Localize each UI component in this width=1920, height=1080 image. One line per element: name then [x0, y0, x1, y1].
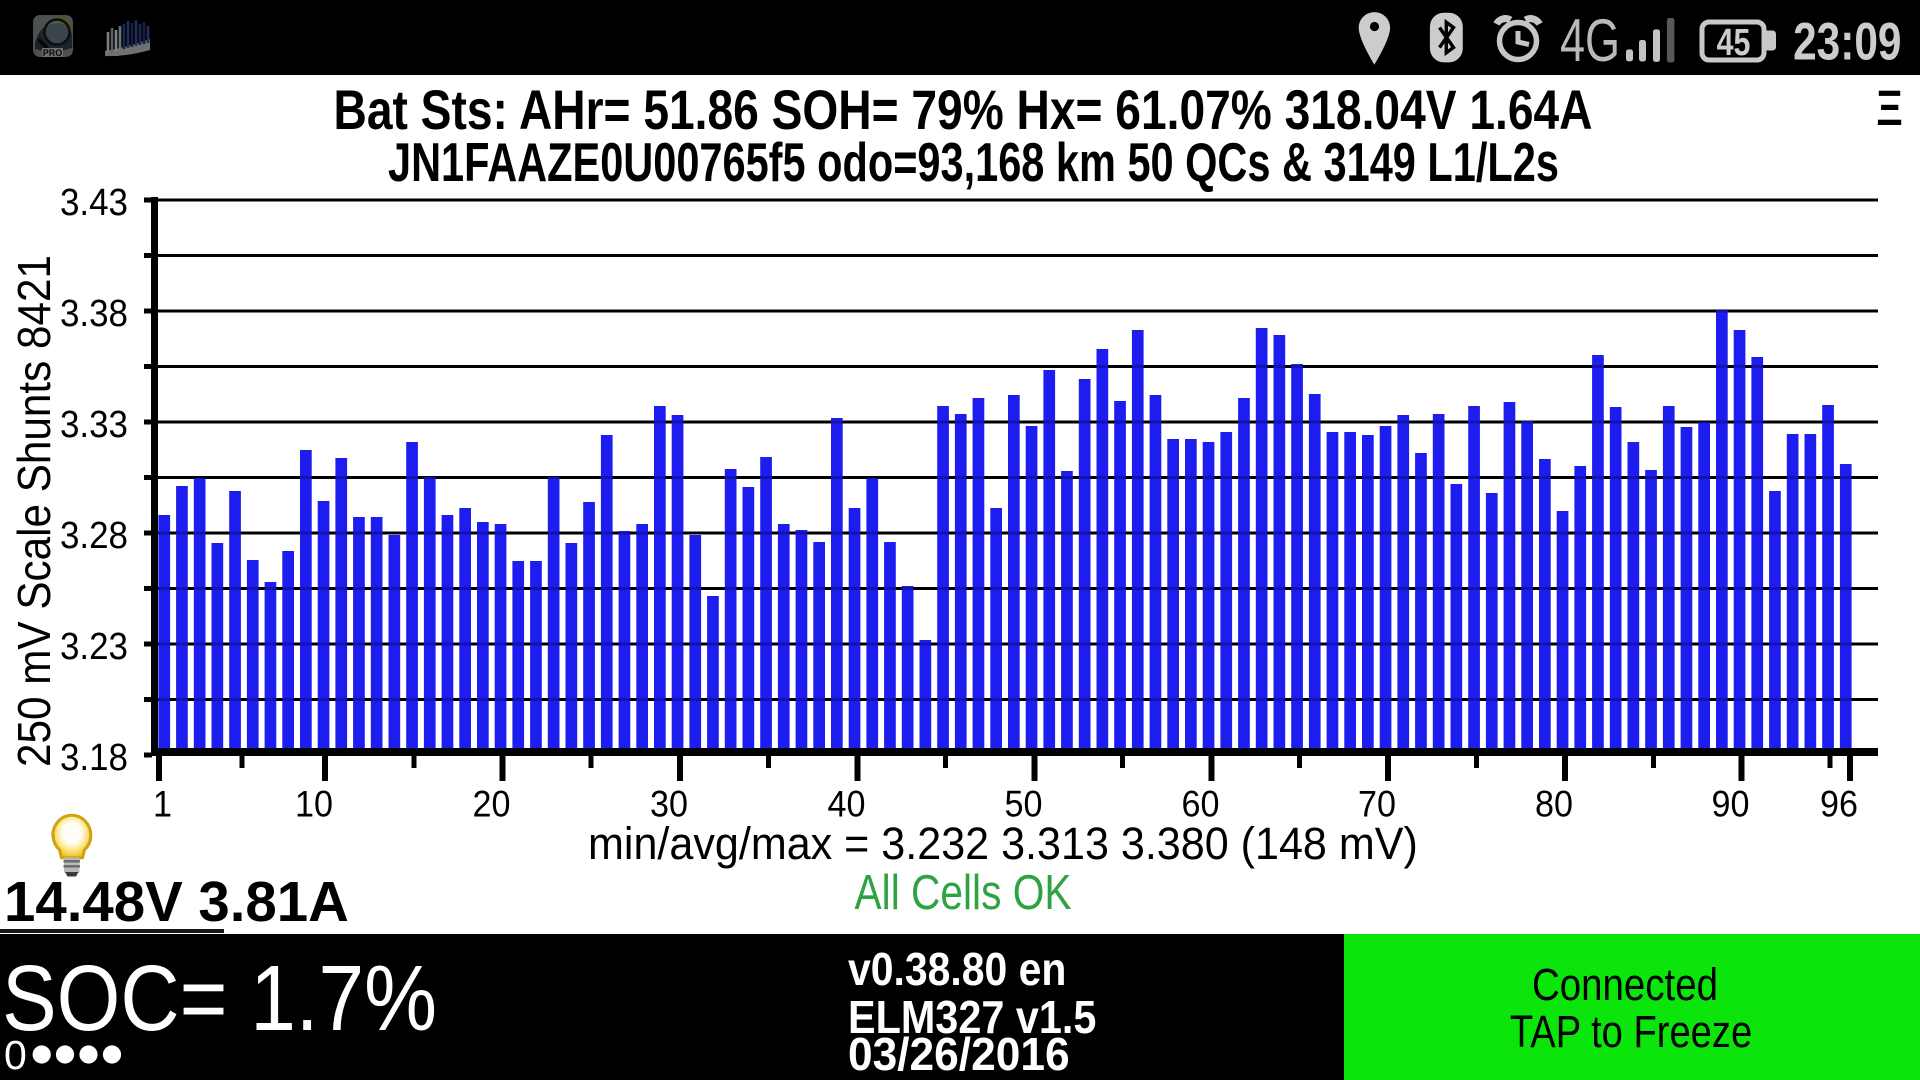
svg-text:250 mV Scale Shunts 8421: 250 mV Scale Shunts 8421	[9, 255, 60, 767]
svg-text:80: 80	[1535, 783, 1573, 825]
svg-text:60: 60	[1182, 783, 1220, 825]
svg-text:Connected: Connected	[1532, 959, 1718, 1010]
svg-text:0: 0	[4, 1032, 27, 1078]
svg-text:3.33: 3.33	[60, 403, 128, 446]
svg-text:96: 96	[1820, 783, 1858, 825]
svg-text:14.48V 3.81A: 14.48V 3.81A	[4, 871, 349, 934]
svg-text:JN1FAAZE0U00765f5 odo=93,168 k: JN1FAAZE0U00765f5 odo=93,168 km 50 QCs &…	[388, 132, 1559, 193]
svg-text:90: 90	[1712, 783, 1750, 825]
svg-text:30: 30	[650, 783, 688, 825]
svg-text:40: 40	[828, 783, 866, 825]
svg-text:4G: 4G	[1560, 8, 1620, 75]
svg-text:3.23: 3.23	[60, 625, 128, 668]
svg-text:ELM327 v1.5: ELM327 v1.5	[848, 992, 1096, 1044]
svg-text:TAP to Freeze: TAP to Freeze	[1510, 1006, 1752, 1057]
svg-text:SOC= 1.7%: SOC= 1.7%	[2, 946, 437, 1050]
svg-text:70: 70	[1358, 783, 1396, 825]
svg-text:3.18: 3.18	[60, 736, 128, 779]
svg-text:1: 1	[153, 783, 172, 825]
svg-text:All Cells OK: All Cells OK	[855, 864, 1072, 919]
svg-text:20: 20	[473, 783, 511, 825]
svg-text:45: 45	[1717, 22, 1751, 64]
svg-text:v0.38.80 en: v0.38.80 en	[848, 945, 1066, 996]
svg-text:3.38: 3.38	[60, 292, 128, 335]
svg-text:Bat Sts: AHr= 51.86 SOH= 79%: Bat Sts: AHr= 51.86 SOH= 79% Hx= 61.07% …	[334, 79, 1593, 141]
svg-text:3.28: 3.28	[60, 514, 128, 557]
svg-text:3.43: 3.43	[60, 181, 128, 224]
svg-text:PRO: PRO	[43, 48, 63, 58]
svg-text:03/26/2016: 03/26/2016	[848, 1028, 1070, 1080]
svg-text:50: 50	[1005, 783, 1043, 825]
svg-text:10: 10	[295, 783, 333, 825]
svg-text:min/avg/max = 3.232 3.313 3.38: min/avg/max = 3.232 3.313 3.380 (148 mV)	[588, 819, 1418, 869]
svg-text:23:09: 23:09	[1793, 13, 1901, 72]
